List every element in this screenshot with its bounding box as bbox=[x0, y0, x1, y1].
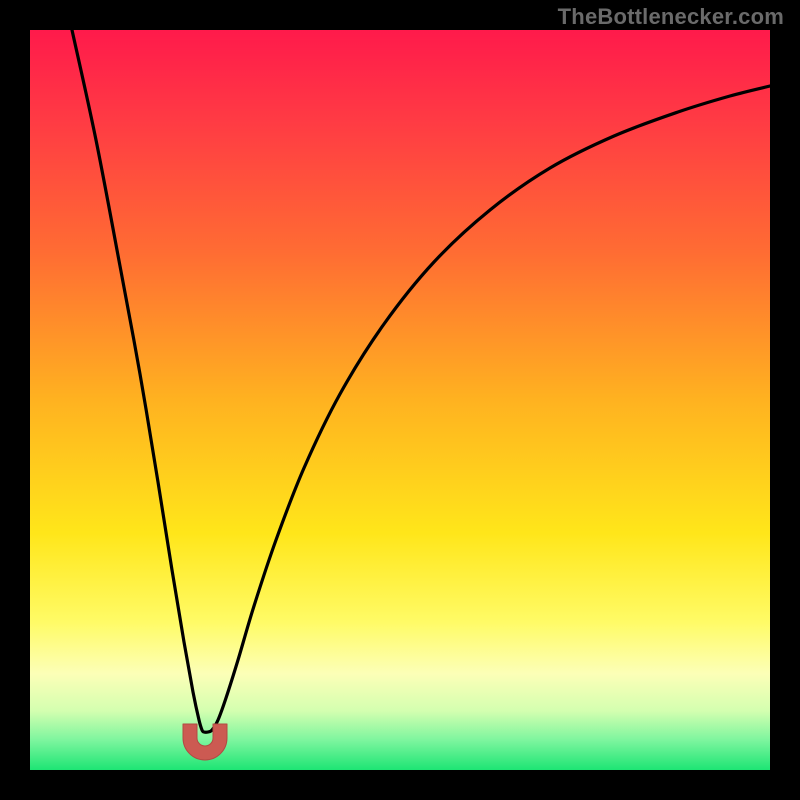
curve-layer bbox=[30, 30, 770, 770]
bottleneck-curve bbox=[72, 30, 770, 732]
watermark-text: TheBottlenecker.com bbox=[558, 4, 784, 30]
chart-frame: TheBottlenecker.com bbox=[0, 0, 800, 800]
plot-area bbox=[30, 30, 770, 770]
trough-marker bbox=[183, 724, 227, 760]
